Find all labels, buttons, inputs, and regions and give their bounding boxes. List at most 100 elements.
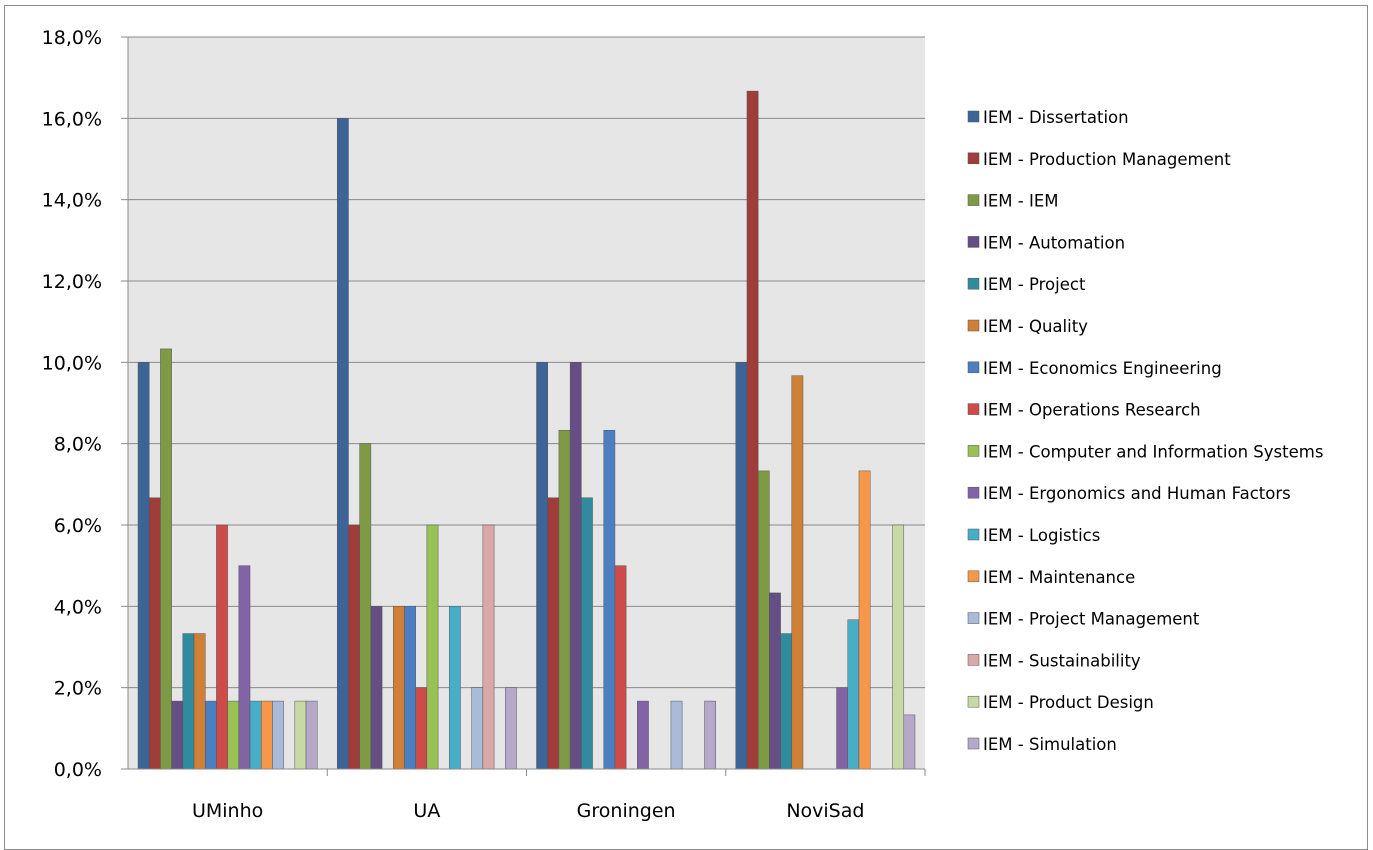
bar xyxy=(547,497,560,770)
legend-swatch xyxy=(967,403,980,415)
legend-swatch xyxy=(967,612,980,624)
legend-label: IEM - Simulation xyxy=(983,735,1117,754)
legend-label: IEM - Product Design xyxy=(983,693,1154,712)
bar xyxy=(260,700,273,770)
bar xyxy=(704,700,716,770)
bar xyxy=(569,362,582,770)
y-tick-labels: 0,0% 2,0% 4,0% 6,0% 8,0% 10,0% 12,0% 14,0% 16,0%… xyxy=(42,27,102,781)
x-category-label: UA xyxy=(413,800,440,822)
bar xyxy=(892,524,905,770)
bar xyxy=(193,633,206,770)
legend-label: IEM - Sustainability xyxy=(983,651,1141,670)
legend-label: IEM - Maintenance xyxy=(983,568,1135,587)
bar xyxy=(637,700,649,770)
bar xyxy=(858,470,871,770)
bar xyxy=(836,687,849,770)
y-tick-label: 4,0% xyxy=(54,596,102,618)
bar xyxy=(614,565,627,770)
bar xyxy=(791,375,804,770)
legend-label: IEM - Computer and Information Systems xyxy=(983,442,1323,461)
legend-label: IEM - Ergonomics and Human Factors xyxy=(983,484,1291,503)
legend-swatch xyxy=(967,277,980,290)
legend-label: IEM - Project Management xyxy=(983,610,1200,629)
bar xyxy=(603,429,616,770)
bar xyxy=(903,714,916,770)
legend-swatch xyxy=(967,361,980,374)
y-tick-label: 0,0% xyxy=(54,759,102,781)
legend-label: IEM - Quality xyxy=(983,317,1088,336)
bar xyxy=(359,443,372,770)
legend-swatch xyxy=(967,445,980,457)
bar xyxy=(160,348,172,770)
bar xyxy=(272,700,284,770)
axes xyxy=(121,36,926,776)
x-category-label: NoviSad xyxy=(786,800,864,822)
legend-label: IEM - Operations Research xyxy=(983,401,1201,420)
bar xyxy=(482,524,495,770)
bar xyxy=(847,619,860,770)
legend-swatch xyxy=(967,654,980,666)
bar xyxy=(337,118,349,770)
bar xyxy=(305,700,318,770)
y-tick-label: 6,0% xyxy=(54,515,102,537)
bar xyxy=(171,700,184,770)
y-tick-label: 16,0% xyxy=(42,108,102,130)
bar xyxy=(182,633,195,770)
legend-label: IEM - Economics Engineering xyxy=(983,359,1222,378)
bar xyxy=(415,687,428,770)
legend-swatch xyxy=(967,110,980,123)
bar xyxy=(536,362,548,770)
bar xyxy=(746,90,759,770)
bar xyxy=(137,362,150,770)
bar xyxy=(227,700,240,770)
bar xyxy=(393,606,405,770)
bar xyxy=(471,687,484,770)
y-tick-label: 12,0% xyxy=(42,271,102,293)
legend-label: IEM - Project xyxy=(983,275,1086,294)
legend-swatch xyxy=(967,695,980,708)
bar xyxy=(370,606,383,770)
legend-swatch xyxy=(967,570,980,583)
legend-swatch xyxy=(967,486,980,499)
bar xyxy=(249,700,262,770)
bar xyxy=(449,606,461,770)
legend-label: IEM - Automation xyxy=(983,233,1125,252)
x-category-labels: UMinho UA Groningen NoviSad xyxy=(192,800,864,822)
legend-swatch xyxy=(967,319,980,332)
bar xyxy=(348,524,360,770)
bar xyxy=(505,687,517,770)
legend-swatch xyxy=(967,528,980,541)
bar xyxy=(426,524,439,770)
bars xyxy=(137,90,916,770)
bar xyxy=(204,700,217,770)
y-tick-label: 10,0% xyxy=(42,352,102,374)
legend-swatch xyxy=(967,152,980,165)
legend-label: IEM - IEM xyxy=(983,192,1059,211)
bar xyxy=(581,497,593,770)
legend-label: IEM - Dissertation xyxy=(983,108,1129,127)
legend-swatch xyxy=(967,737,980,750)
bar xyxy=(294,700,307,770)
x-category-label: Groningen xyxy=(577,800,676,822)
bar xyxy=(780,633,793,770)
y-tick-label: 14,0% xyxy=(42,190,102,212)
bar xyxy=(216,524,228,770)
legend-label: IEM - Logistics xyxy=(983,526,1100,545)
bar xyxy=(769,592,781,770)
legend-swatch xyxy=(967,194,980,206)
legend: IEM - Dissertation IEM - Production Manag… xyxy=(967,108,1323,754)
y-tick-label: 2,0% xyxy=(54,678,102,700)
bar xyxy=(670,700,683,770)
bar xyxy=(558,429,571,770)
y-tick-label: 8,0% xyxy=(54,434,102,456)
legend-swatch xyxy=(967,236,980,248)
legend-label: IEM - Production Management xyxy=(983,150,1231,169)
bar xyxy=(238,565,251,770)
x-category-label: UMinho xyxy=(192,800,263,822)
bar xyxy=(404,606,416,770)
y-tick-label: 18,0% xyxy=(42,27,102,49)
bar xyxy=(148,497,161,770)
bar xyxy=(735,362,748,770)
bar xyxy=(757,470,770,770)
